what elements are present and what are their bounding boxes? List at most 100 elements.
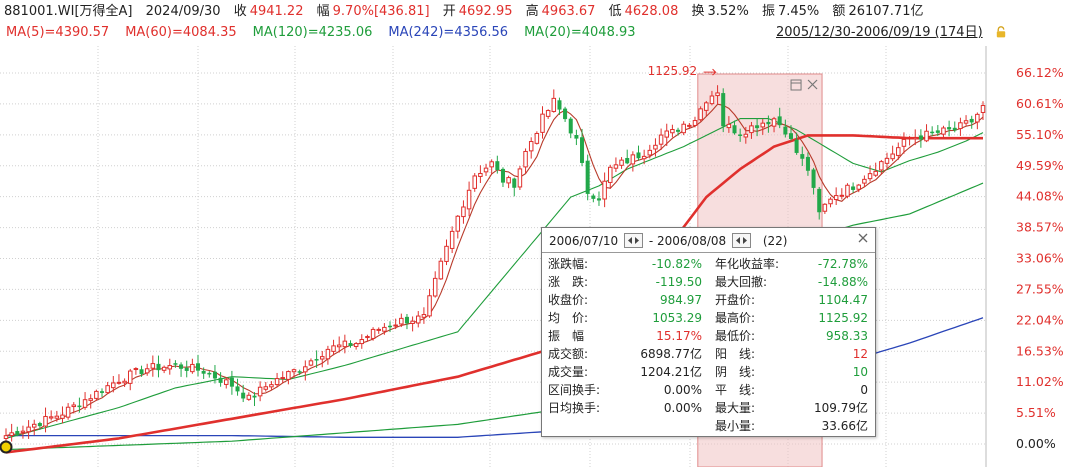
candle-body [100, 391, 105, 393]
stat-label: 最大回撤: [715, 275, 768, 289]
candle-body [353, 343, 359, 347]
y-tick-label: 33.06% [1016, 251, 1064, 266]
interval-count: (22) [762, 234, 788, 248]
candle-body [388, 325, 393, 328]
candle-body [918, 135, 923, 140]
stat-row: 均 价: 1053.29 [548, 310, 702, 327]
candle-body [771, 118, 777, 127]
candle-body [478, 172, 483, 177]
candle-body [585, 160, 590, 194]
end-date-stepper[interactable] [732, 233, 751, 248]
candle-body [591, 195, 596, 199]
window-icon [790, 79, 802, 91]
candle-body [167, 365, 173, 370]
candle-body [755, 125, 760, 129]
candle-body [704, 102, 709, 111]
y-tick-label: 16.53% [1016, 343, 1064, 358]
quote-header: 881001.WI[万得全A] 2024/09/30 收 4941.22 幅 9.7… [4, 2, 932, 22]
y-tick-label: 22.04% [1016, 312, 1064, 327]
stat-row: 振 幅 15.17% [548, 328, 702, 345]
candle-body [534, 132, 540, 144]
candle-body [975, 113, 980, 123]
candle-body [557, 100, 562, 110]
stat-value: 6898.77亿 [640, 347, 702, 361]
stat-row: 平 线: 0 [715, 382, 868, 399]
candle-body [833, 195, 839, 201]
stat-label: 日均换手: [548, 401, 601, 415]
stat-value: 33.66亿 [821, 419, 868, 433]
candle-body [545, 110, 551, 117]
stat-label: 最高价: [715, 311, 756, 325]
candle-body [935, 130, 940, 133]
open-value: 4692.95 [458, 4, 513, 19]
candle-body [506, 177, 511, 184]
lock-icon[interactable] [995, 26, 1007, 38]
candle-body [43, 415, 48, 427]
stat-label: 最低价: [715, 329, 756, 343]
candle-body [630, 154, 636, 165]
candle-body [879, 161, 884, 171]
candle-body [580, 137, 585, 163]
candle-body [681, 123, 686, 134]
candle-body [201, 370, 206, 374]
selection-controls [790, 79, 818, 91]
y-tick-label: 55.10% [1016, 127, 1064, 142]
candle-body [156, 363, 161, 371]
candle-body [229, 377, 234, 387]
y-tick-label: 38.57% [1016, 220, 1064, 235]
candle-body [512, 178, 517, 188]
candle-body [822, 203, 828, 212]
candle-body [930, 131, 935, 134]
date-range-selector[interactable]: 2005/12/30-2006/09/19 (174日) [776, 25, 983, 40]
low-value: 4628.08 [624, 4, 679, 19]
candle-body [71, 404, 77, 408]
stat-value: -10.82% [651, 257, 702, 271]
y-tick-label: 44.08% [1016, 189, 1064, 204]
start-date-stepper[interactable] [624, 233, 643, 248]
candle-body [432, 277, 438, 297]
candle-body [709, 95, 715, 105]
candle-body [179, 364, 184, 369]
candle-body [65, 406, 71, 418]
candle-body [743, 133, 749, 138]
max-arrow [703, 68, 717, 76]
stat-value: 958.33 [826, 329, 868, 343]
candle-body [901, 138, 907, 147]
close-icon[interactable] [857, 232, 869, 244]
stat-value: -14.88% [817, 275, 868, 289]
candle-body [94, 390, 99, 399]
candle-body [393, 324, 398, 327]
candle-body [127, 370, 133, 384]
candle-body [111, 382, 116, 389]
interval-start-date: 2006/07/10 [549, 234, 619, 248]
candle-body [342, 340, 348, 348]
candle-body [241, 392, 246, 399]
candle-body [207, 372, 212, 375]
candle-body [647, 149, 653, 156]
stat-value: 15.17% [656, 329, 702, 343]
stat-row: 成交量: 1204.21亿 [548, 364, 702, 381]
stat-value: 0.00% [663, 401, 702, 415]
candle-body [653, 144, 658, 150]
stat-row: 最大量: 109.79亿 [715, 400, 868, 417]
candle-body [783, 126, 788, 135]
candle-body [602, 180, 607, 200]
price-chart[interactable]: 66.12% 60.61% 55.10% 49.59% 44.08% 38.57% 33.0… [0, 46, 1080, 467]
ma20-line [5, 118, 984, 439]
candle-body [839, 194, 845, 197]
stat-label: 涨 跌: [548, 275, 589, 289]
stat-label: 阳 线: [715, 347, 756, 361]
candle-body [257, 386, 263, 397]
candle-body [551, 97, 557, 112]
candle-body [636, 152, 641, 159]
stat-value: 1204.21亿 [640, 365, 702, 379]
candle-body [947, 127, 952, 130]
stat-value: 1104.47 [818, 293, 868, 307]
stat-row: 日均换手: 0.00% [548, 400, 702, 417]
candle-body [60, 414, 65, 419]
stat-label: 最大量: [715, 401, 756, 415]
candle-body [817, 188, 822, 213]
candle-body [122, 380, 127, 384]
stat-value: 12 [852, 347, 868, 361]
candle-body [444, 245, 449, 262]
